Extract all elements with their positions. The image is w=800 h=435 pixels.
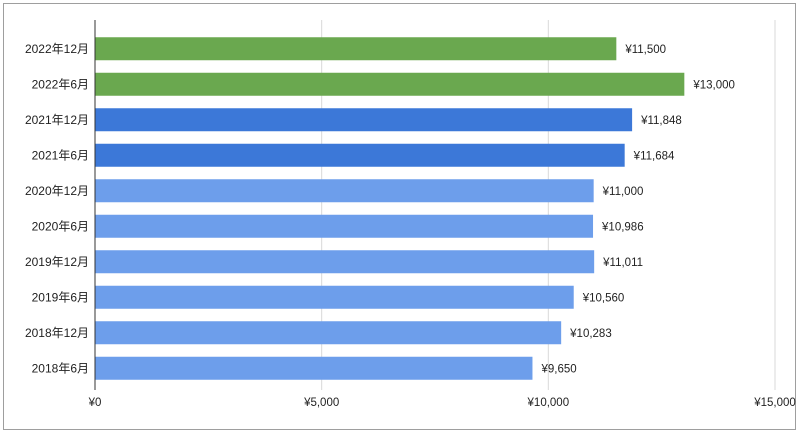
bar — [95, 285, 574, 309]
x-tick-label: ¥5,000 — [303, 397, 339, 409]
data-label: ¥10,986 — [601, 221, 644, 233]
category-label: 2019年12月 — [25, 255, 89, 269]
category-label: 2022年12月 — [25, 42, 89, 56]
category-label: 2022年6月 — [32, 77, 89, 91]
data-label: ¥10,560 — [582, 292, 625, 304]
data-label: ¥13,000 — [692, 79, 735, 91]
x-tick-label: ¥0 — [88, 397, 102, 409]
bar — [95, 356, 533, 380]
bar — [95, 37, 617, 61]
bar — [95, 179, 594, 203]
bar — [95, 321, 562, 345]
data-label: ¥11,684 — [633, 150, 675, 162]
category-label: 2021年12月 — [25, 113, 89, 127]
data-label: ¥11,000 — [602, 186, 644, 198]
category-label: 2018年6月 — [32, 361, 89, 375]
labels: ¥0 ¥5,000 ¥10,000 ¥15,000 2022年12月 ¥11,500 202… — [25, 42, 796, 409]
category-label: 2020年6月 — [32, 219, 89, 233]
category-label: 2019年6月 — [32, 290, 89, 304]
bars — [95, 37, 685, 380]
bar — [95, 214, 594, 238]
data-label: ¥11,011 — [602, 257, 643, 269]
data-label: ¥11,848 — [640, 115, 682, 127]
x-tick-label: ¥10,000 — [527, 397, 570, 409]
data-label: ¥10,283 — [569, 328, 612, 340]
category-label: 2021年6月 — [32, 148, 89, 162]
data-label: ¥9,650 — [540, 363, 576, 375]
bar — [95, 108, 633, 132]
category-label: 2020年12月 — [25, 184, 89, 198]
bar — [95, 250, 595, 274]
bar — [95, 72, 685, 96]
x-tick-label: ¥15,000 — [753, 397, 796, 409]
bar — [95, 143, 625, 167]
category-label: 2018年12月 — [25, 326, 89, 340]
data-label: ¥11,500 — [624, 44, 666, 56]
